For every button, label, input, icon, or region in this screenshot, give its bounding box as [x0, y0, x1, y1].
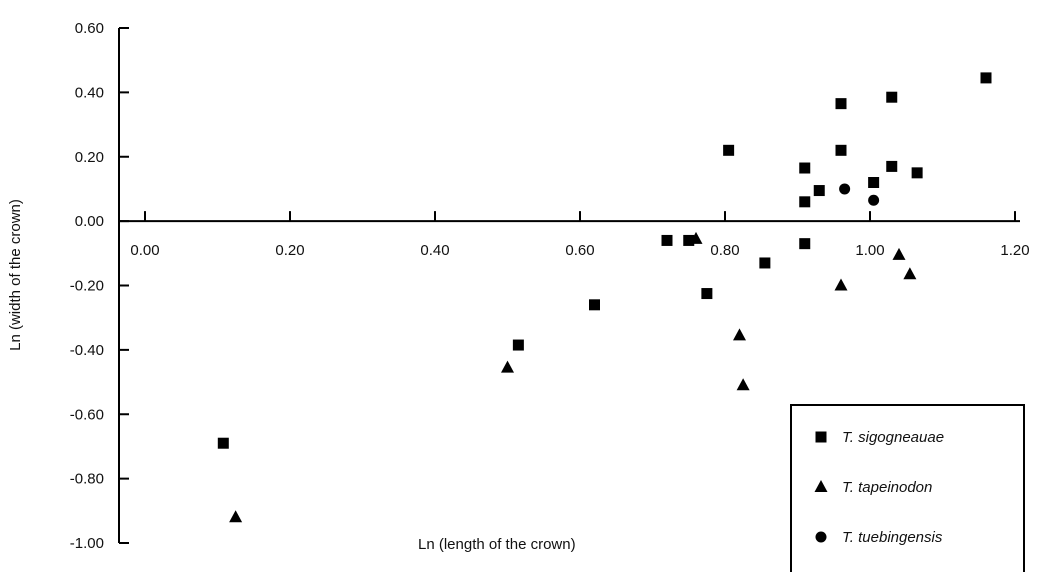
- square-point: [835, 98, 847, 110]
- triangle-point: [736, 378, 750, 391]
- square-point: [886, 91, 898, 103]
- legend-label: T. tuebingensis: [842, 529, 943, 546]
- triangle-point: [689, 231, 703, 244]
- circle-point: [868, 194, 880, 206]
- square-point: [759, 257, 771, 269]
- y-tick-label: 0.60: [75, 20, 104, 37]
- y-tick-label: -0.60: [70, 406, 104, 423]
- triangle-point: [834, 278, 848, 291]
- square-point: [911, 167, 923, 179]
- x-axis-label: Ln (length of the crown): [418, 536, 576, 553]
- triangle-point: [501, 360, 514, 373]
- square-point: [886, 160, 898, 172]
- x-tick-label: 1.20: [1000, 242, 1029, 259]
- square-point: [589, 299, 600, 311]
- square-point: [661, 234, 673, 246]
- y-tick-label: -1.00: [70, 535, 104, 552]
- x-tick-group: 0.00 0.20 0.40 0.60 0.80 1.00 1.20: [130, 211, 1030, 259]
- data-points: [217, 72, 992, 523]
- y-tick-label: 0.40: [75, 84, 104, 101]
- x-tick-label: 0.80: [710, 242, 739, 259]
- x-tick-label: 1.00: [855, 242, 884, 259]
- legend-triangle-marker: [814, 480, 828, 492]
- y-tick-label: -0.80: [70, 471, 104, 488]
- triangle-point: [733, 328, 746, 341]
- legend-label: T. sigogneauae: [842, 429, 944, 446]
- square-point: [799, 238, 811, 250]
- triangle-point: [229, 510, 243, 523]
- x-tick-label: 0.00: [130, 242, 159, 259]
- x-tick-label: 0.60: [565, 242, 594, 259]
- x-tick-label: 0.20: [275, 242, 304, 259]
- y-axis-label: Ln (width of the crown): [7, 199, 24, 351]
- square-point: [980, 72, 992, 84]
- legend-circle-marker: [815, 531, 827, 543]
- legend-label: T. tapeinodon: [842, 479, 932, 496]
- square-point: [683, 234, 695, 246]
- square-point: [835, 144, 847, 156]
- square-point: [701, 288, 713, 300]
- y-tick-label: 0.20: [75, 149, 104, 166]
- square-point: [799, 162, 811, 174]
- legend-box: [790, 404, 1025, 572]
- square-point: [868, 177, 880, 188]
- y-tick-label: -0.20: [70, 278, 104, 295]
- circle-point: [839, 183, 851, 195]
- triangle-point: [892, 247, 906, 260]
- y-tick-label: 0.00: [75, 213, 104, 230]
- triangle-point: [903, 267, 917, 280]
- y-tick-group: 0.60 0.40 0.20 0.00 -0.20 -0.40 -0.60 -0.80 -1.0…: [70, 20, 129, 552]
- square-point: [813, 185, 825, 197]
- square-point: [723, 144, 735, 156]
- y-tick-label: -0.40: [70, 342, 104, 359]
- legend: T. sigogneauae T. tapeinodon T. tuebingens…: [790, 404, 1025, 572]
- legend-square-marker: [815, 431, 827, 443]
- square-point: [799, 196, 811, 208]
- x-tick-label: 0.40: [420, 242, 449, 259]
- square-point: [217, 437, 229, 449]
- square-point: [512, 339, 524, 351]
